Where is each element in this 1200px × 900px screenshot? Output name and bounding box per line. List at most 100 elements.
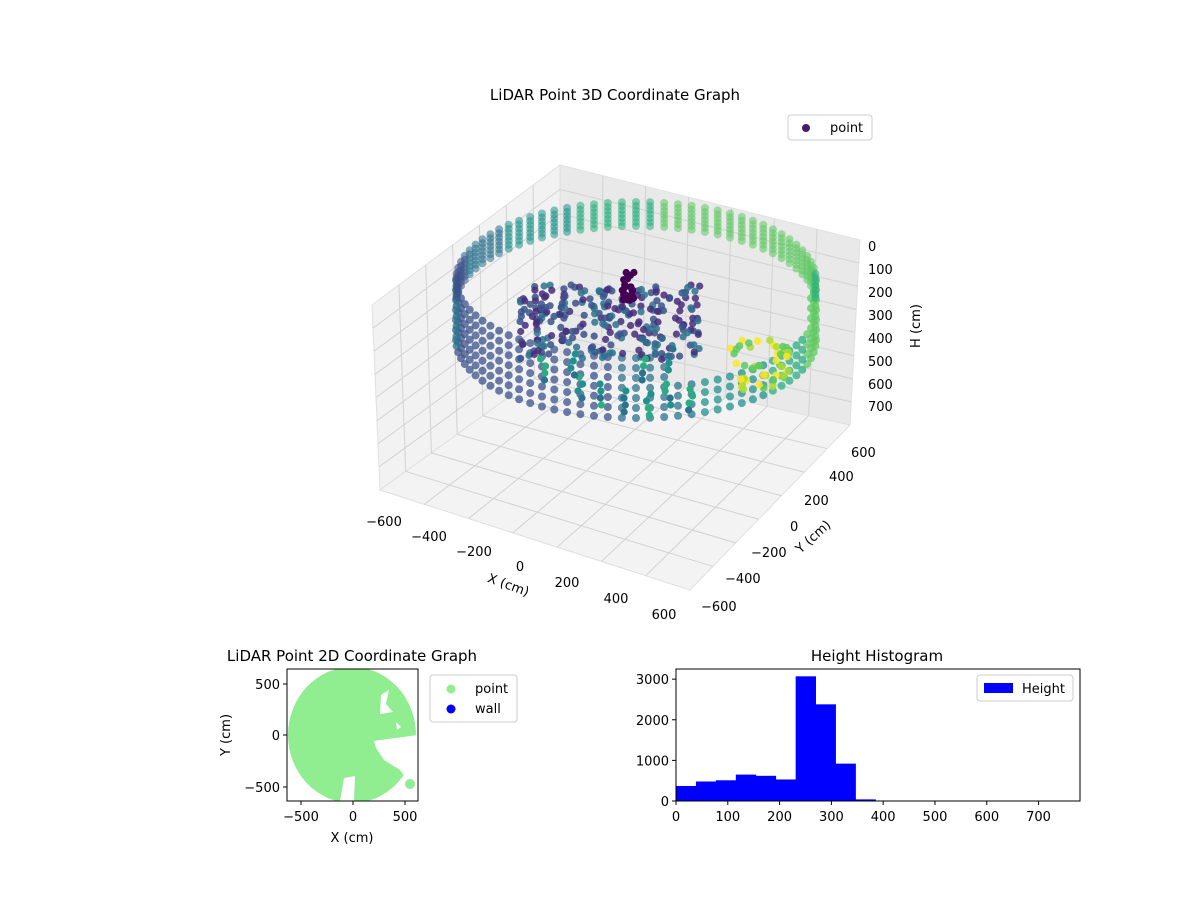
cloud-point [640,326,648,334]
cloud-point [576,225,585,234]
cloud-point [540,342,548,350]
cloud-point [540,376,549,384]
y-tick-label: 200 [804,494,829,509]
cloud-point [559,335,567,343]
histogram-bar [676,785,697,801]
legend-label-point: point [830,121,863,136]
y-tick-label-hist: 1000 [636,754,669,769]
cloud-point [550,365,559,374]
cloud-point [768,382,777,391]
cloud-point [486,331,495,340]
cloud-point [683,329,692,337]
cloud-point [521,297,529,305]
cloud-point [563,398,572,407]
cloud-point [661,387,669,395]
x-tick-label-hist: 0 [672,810,680,825]
cloud-point [578,394,586,402]
cloud-point [526,359,535,368]
cloud-point [504,351,513,360]
cloud-point [777,254,786,263]
cloud-point [620,408,628,416]
cloud-point [684,283,692,292]
cloud-point [495,346,504,355]
x-tick-label-hist: 300 [819,810,844,825]
cloud-point [623,296,632,304]
cloud-point [631,330,639,338]
point-cluster [405,779,415,789]
z-axis: 0 100 200 300 400 500 600 700 H (cm) [868,240,924,415]
cloud-point [504,371,513,380]
cloud-point [672,330,681,338]
cloud-point [556,310,564,318]
cloud-point [632,404,640,412]
cloud-point [676,307,684,315]
cloud-point [665,352,673,360]
cloud-point [519,340,527,348]
cloud-point [772,343,781,351]
x-tick-label: −400 [411,530,447,545]
cloud-point [694,330,702,338]
x-tick-label: 200 [555,576,580,591]
cloud-point [798,345,807,354]
z-tick-label: 0 [868,240,876,255]
cloud-point [486,254,495,263]
cloud-point [526,389,535,398]
cloud-point [545,350,553,358]
cloud-point [617,222,626,231]
grid-line [372,188,859,329]
cloud-point [737,399,746,408]
cloud-point [637,285,645,294]
y-tick-label: −600 [701,600,737,615]
cloud-point [658,350,666,358]
cloud-point [662,380,671,388]
cloud-point [602,335,610,343]
grid-line [431,452,736,544]
cloud-point [547,318,555,326]
cloud-point [526,399,535,408]
x-tick-label-2d: −500 [283,810,319,825]
cloud-point [611,305,619,313]
cloud-point [452,293,461,302]
cloud-point [486,321,495,330]
cloud-point [486,341,495,350]
cloud-point [580,330,588,338]
cloud-point [601,321,609,329]
cloud-point [792,371,801,380]
cloud-point [567,281,575,289]
cloud-point [557,323,565,331]
cloud-point [622,387,630,395]
legend-label-wall: wall [475,702,501,717]
cloud-point [538,392,546,401]
cloud-point [576,400,585,409]
cloud-point [690,341,698,349]
cloud-point [686,385,694,393]
cloud-point [486,381,495,390]
cloud-point [674,391,682,400]
cloud-point [504,381,513,390]
cloud-point [597,401,606,409]
cloud-point [457,281,465,290]
histogram-bar [795,676,816,801]
cloud-point [589,343,597,351]
cloud-point [665,294,674,302]
cloud-point [538,382,546,391]
x-tick-label-hist: 200 [767,810,792,825]
cloud-point [693,301,701,309]
legend-swatch-height [984,683,1013,693]
cloud-point [660,223,669,231]
cloud-point [600,314,609,322]
cloud-point [779,371,787,380]
grid-line [375,261,856,398]
cloud-point [629,309,638,317]
cloud-point [620,394,628,402]
cloud-point [713,395,722,404]
cloud-point [495,249,504,258]
cloud-point [571,350,579,358]
y-tick-label: 400 [829,470,854,485]
legend-marker-point [446,684,456,694]
cloud-point [700,398,709,407]
cloud-point [726,372,734,381]
z-tick-label: 600 [868,378,893,393]
x-tick-label: 600 [652,608,677,623]
cloud-point [603,413,612,421]
